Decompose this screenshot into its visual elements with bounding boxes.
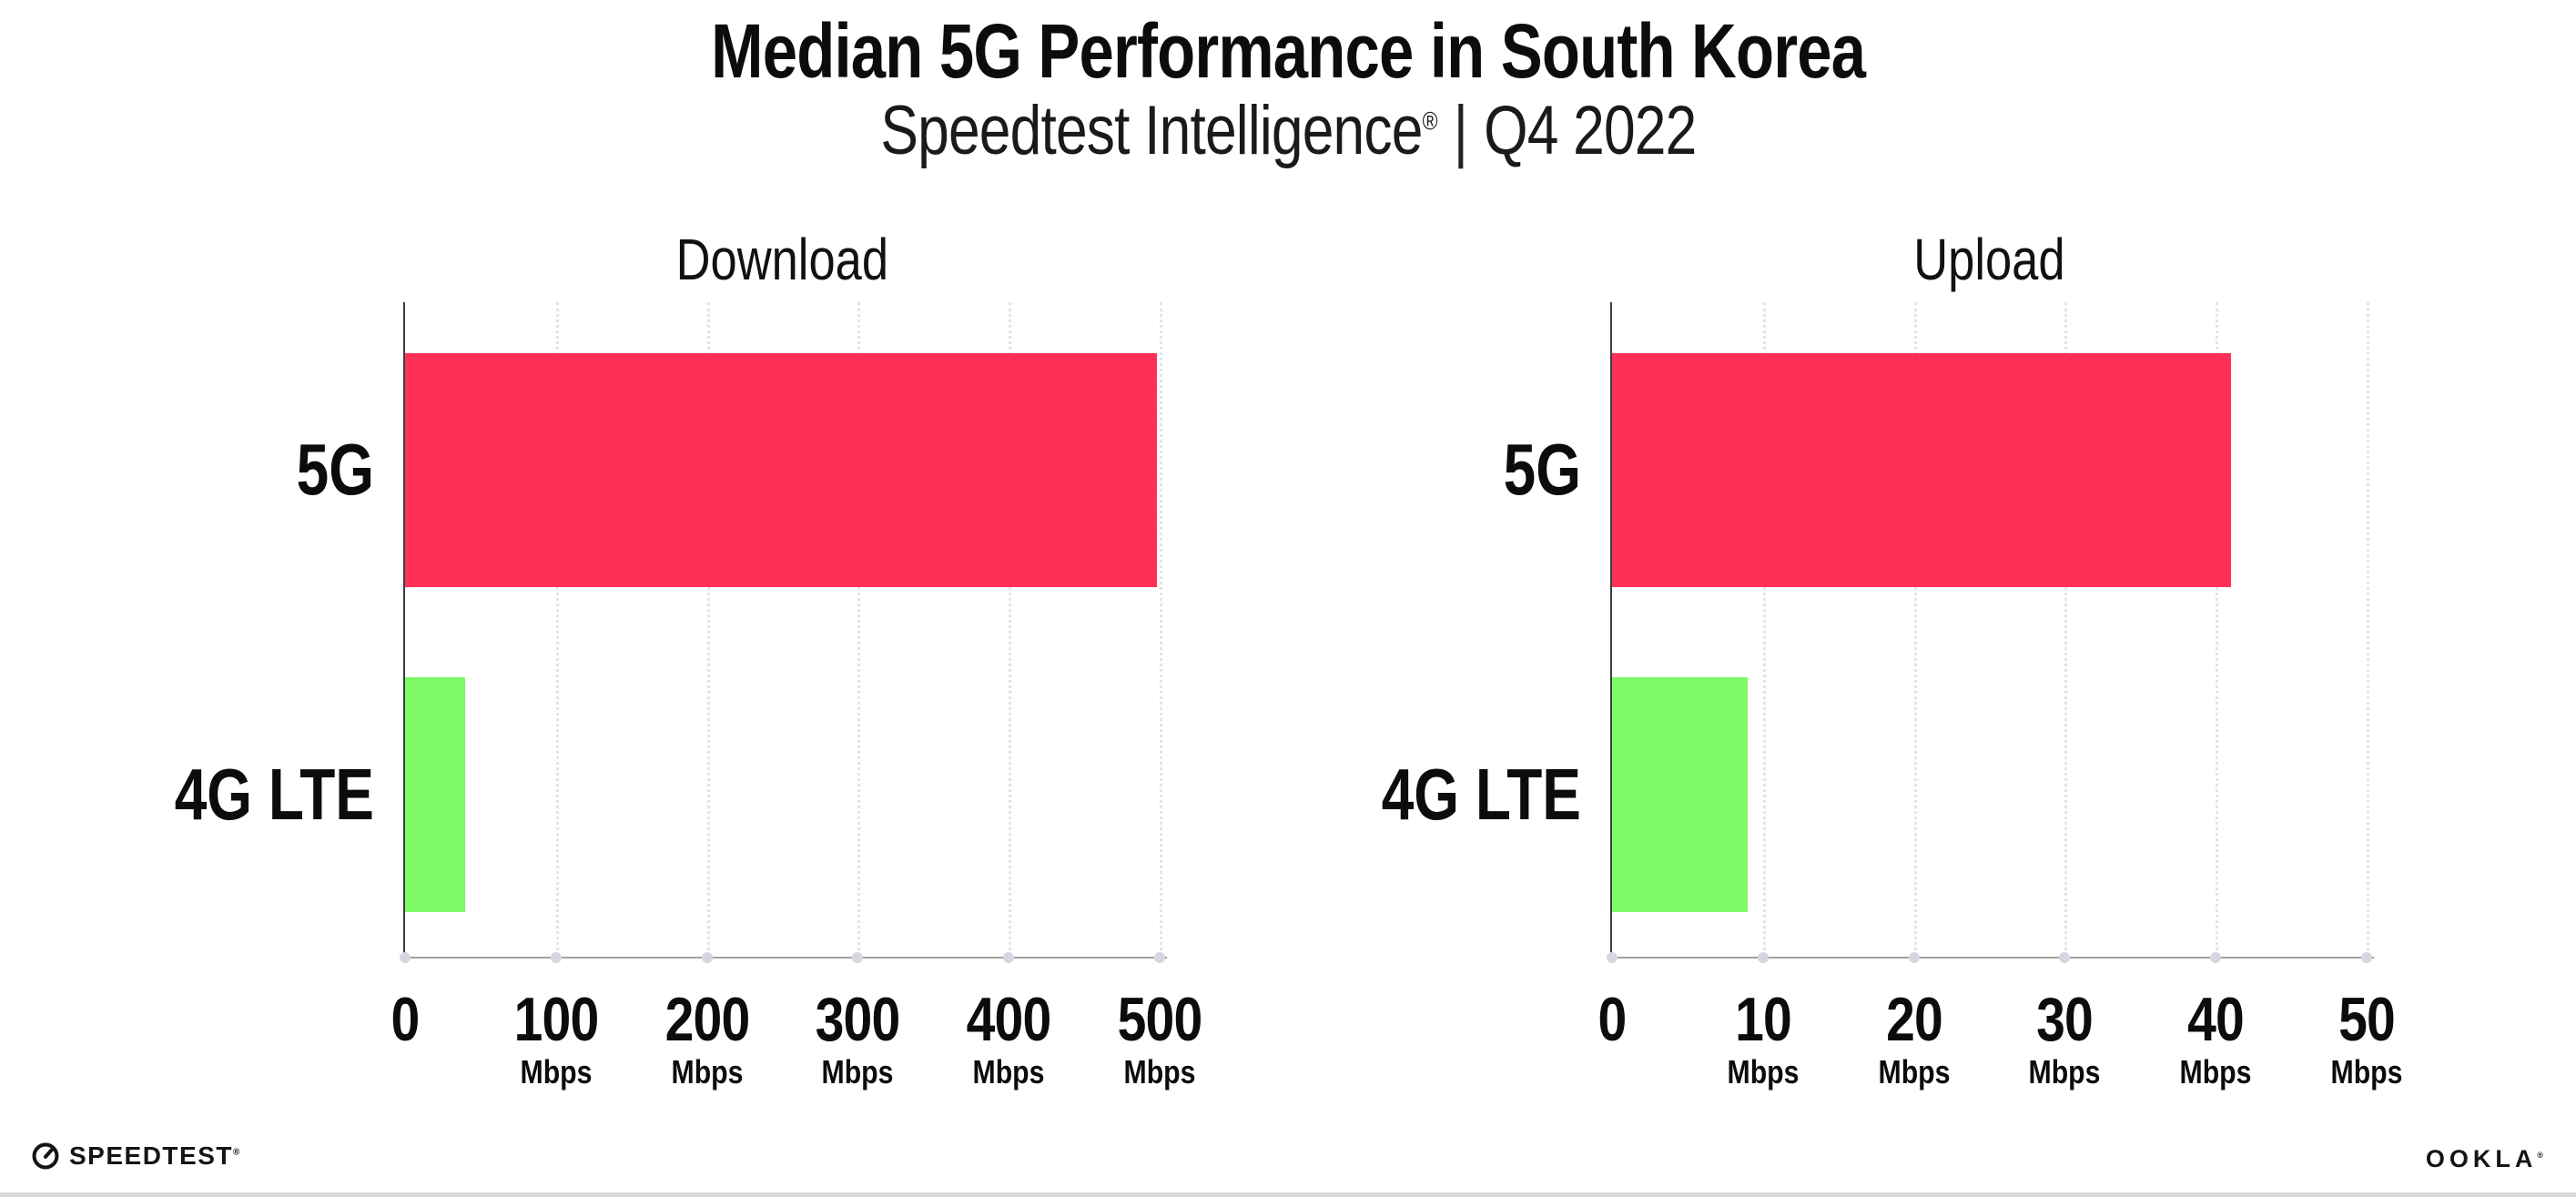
tick-label-50: 50 Mbps — [2275, 987, 2459, 1090]
registered-mark: ® — [1422, 107, 1437, 136]
tick-label-500: 500 Mbps — [1068, 987, 1252, 1090]
tick-value: 10 — [1734, 985, 1792, 1054]
tick-value: 300 — [815, 985, 901, 1054]
tick-unit: Mbps — [671, 1053, 744, 1090]
registered-mark: ® — [2537, 1151, 2543, 1160]
gridline-30 — [2064, 302, 2068, 957]
tick-unit: Mbps — [2028, 1053, 2101, 1090]
gridline-10 — [1762, 302, 1766, 957]
tick-mark-20 — [1908, 952, 1920, 963]
tick-mark-40 — [2210, 952, 2222, 963]
tick-value: 50 — [2338, 985, 2396, 1054]
tick-unit: Mbps — [821, 1053, 894, 1090]
tick-mark-500 — [1154, 952, 1165, 963]
tick-label-0: 0 — [1520, 987, 1704, 1052]
ookla-logo: OOKLA® — [2426, 1145, 2543, 1173]
tick-value: 400 — [966, 985, 1052, 1054]
tick-value: 200 — [664, 985, 750, 1054]
gridline-500 — [1160, 302, 1162, 957]
gridline-300 — [857, 302, 861, 957]
bar-5g-download — [405, 353, 1157, 587]
tick-unit: Mbps — [972, 1053, 1045, 1090]
bar-5g-upload — [1612, 353, 2231, 587]
tick-value: 20 — [1885, 985, 1943, 1054]
tick-label-0: 0 — [313, 987, 497, 1052]
tick-mark-10 — [1757, 952, 1769, 963]
gridline-40 — [2216, 302, 2219, 957]
gauge-icon — [31, 1141, 60, 1171]
tick-unit: Mbps — [2179, 1053, 2252, 1090]
plot-download: 0 100 Mbps 200 Mbps 300 Mbps 400 Mbps 500 Mbps 5G 4G… — [175, 302, 1202, 1090]
tick-mark-50 — [2361, 952, 2372, 963]
bottom-divider — [0, 1192, 2576, 1197]
tick-mark-400 — [1003, 952, 1015, 963]
category-label-4g-lte: 4G LTE — [1381, 754, 1581, 835]
y-axis-line — [1610, 302, 1612, 957]
x-axis-line — [1610, 957, 2374, 959]
bar-4g-lte-upload — [1612, 677, 1749, 912]
tick-label-40: 40 Mbps — [2124, 987, 2307, 1090]
plot-upload: 0 10 Mbps 20 Mbps 30 Mbps 40 Mbps 50 Mbps 5G 4G LTE — [1382, 302, 2402, 1090]
tick-mark-300 — [852, 952, 864, 963]
tick-unit: Mbps — [1878, 1053, 1951, 1090]
bar-4g-lte-download — [405, 677, 466, 912]
tick-unit: Mbps — [2330, 1053, 2403, 1090]
chart-title-upload: Upload — [1913, 227, 2065, 292]
tick-mark-0 — [1607, 952, 1618, 963]
category-label-4g-lte: 4G LTE — [174, 754, 374, 835]
page-subtitle: Speedtest Intelligence® | Q4 2022 — [0, 91, 2576, 170]
subtitle-divider: | — [1453, 92, 1467, 169]
tick-value: 0 — [390, 985, 421, 1054]
tick-unit: Mbps — [520, 1053, 593, 1090]
category-label-5g: 5G — [296, 429, 374, 510]
tick-unit: Mbps — [1727, 1053, 1800, 1090]
tick-value: 30 — [2036, 985, 2094, 1054]
tick-label-10: 10 Mbps — [1671, 987, 1855, 1090]
tick-mark-100 — [550, 952, 562, 963]
tick-label-200: 200 Mbps — [615, 987, 799, 1090]
tick-value: 40 — [2187, 985, 2245, 1054]
y-axis-line — [403, 302, 405, 957]
gridline-100 — [555, 302, 559, 957]
tick-label-100: 100 Mbps — [464, 987, 648, 1090]
tick-value: 100 — [513, 985, 599, 1054]
chart-title-download: Download — [675, 227, 889, 292]
subtitle-brand: Speedtest Intelligence — [879, 92, 1423, 169]
subtitle-period: Q4 2022 — [1483, 92, 1697, 169]
category-label-5g: 5G — [1503, 429, 1581, 510]
tick-mark-0 — [400, 952, 411, 963]
speedtest-wordmark: SPEEDTEST® — [69, 1141, 241, 1170]
tick-mark-30 — [2059, 952, 2071, 963]
speedtest-logo: SPEEDTEST® — [31, 1141, 241, 1171]
tick-label-30: 30 Mbps — [1973, 987, 2157, 1090]
gridline-200 — [706, 302, 710, 957]
tick-mark-200 — [701, 952, 713, 963]
gridline-20 — [1913, 302, 1917, 957]
gridline-400 — [1009, 302, 1012, 957]
tick-label-400: 400 Mbps — [917, 987, 1100, 1090]
registered-mark: ® — [232, 1147, 241, 1158]
page-title: Median 5G Performance in South Korea — [710, 8, 1866, 94]
x-axis-line — [403, 957, 1167, 959]
tick-label-20: 20 Mbps — [1822, 987, 2006, 1090]
gridline-50 — [2367, 302, 2369, 957]
tick-label-300: 300 Mbps — [766, 987, 950, 1090]
tick-value: 500 — [1117, 985, 1203, 1054]
tick-unit: Mbps — [1123, 1053, 1196, 1090]
ookla-wordmark: OOKLA — [2425, 1145, 2538, 1172]
tick-value: 0 — [1597, 985, 1628, 1054]
